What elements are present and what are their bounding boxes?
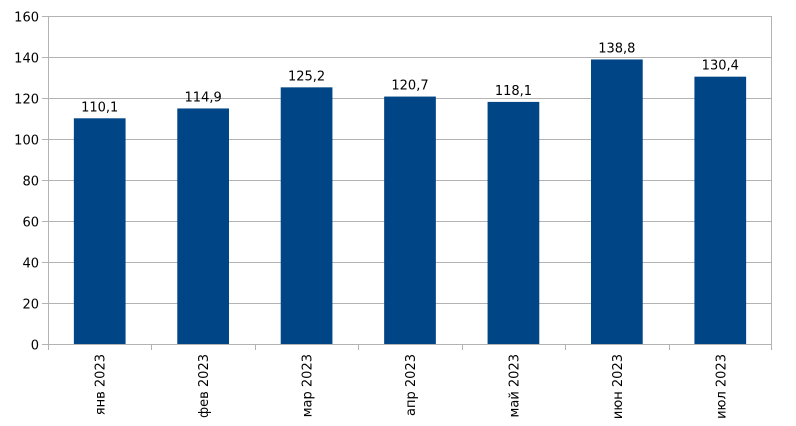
data-label-5: 118,1 [495, 84, 532, 99]
data-label-6: 138,8 [598, 41, 635, 56]
category-label-5: май 2023 [507, 354, 522, 417]
bars [73, 59, 747, 345]
bar-7 [694, 76, 747, 345]
data-labels: 110,1 114,9 125,2 120,7 118,1 138,8 130,4 [81, 41, 739, 115]
category-label-2: фев 2023 [197, 354, 212, 418]
y-tick-label: 40 [22, 257, 39, 272]
category-label-3: мар 2023 [301, 354, 316, 417]
y-tick-label: 100 [14, 134, 39, 149]
category-label-7: июл 2023 [714, 354, 729, 419]
y-tick-label: 20 [22, 298, 39, 313]
data-label-7: 130,4 [702, 59, 739, 74]
data-label-4: 120,7 [391, 79, 428, 94]
y-tick-label: 0 [31, 339, 39, 354]
category-label-6: июн 2023 [611, 354, 626, 419]
category-label-1: янв 2023 [94, 354, 109, 415]
y-tick-label: 80 [22, 175, 39, 190]
bar-1 [73, 118, 126, 344]
bar-5 [487, 101, 540, 345]
y-tick-label: 160 [14, 11, 39, 26]
data-label-1: 110,1 [81, 100, 118, 115]
data-label-2: 114,9 [185, 90, 222, 105]
bar-2 [177, 108, 229, 344]
y-tick-label: 140 [14, 52, 39, 67]
bar-3 [280, 87, 333, 344]
y-tick-label: 120 [14, 93, 39, 108]
axes [48, 16, 772, 350]
data-label-3: 125,2 [288, 69, 325, 84]
bar-6 [591, 59, 643, 345]
category-labels: янв 2023 фев 2023 мар 2023 апр 2023 май 2023… [94, 354, 730, 419]
category-label-4: апр 2023 [404, 354, 419, 416]
y-tick-label: 60 [22, 216, 39, 231]
y-tick-labels: 0 20 40 60 80 100 120 140 160 [14, 11, 39, 354]
bar-4 [384, 96, 436, 344]
